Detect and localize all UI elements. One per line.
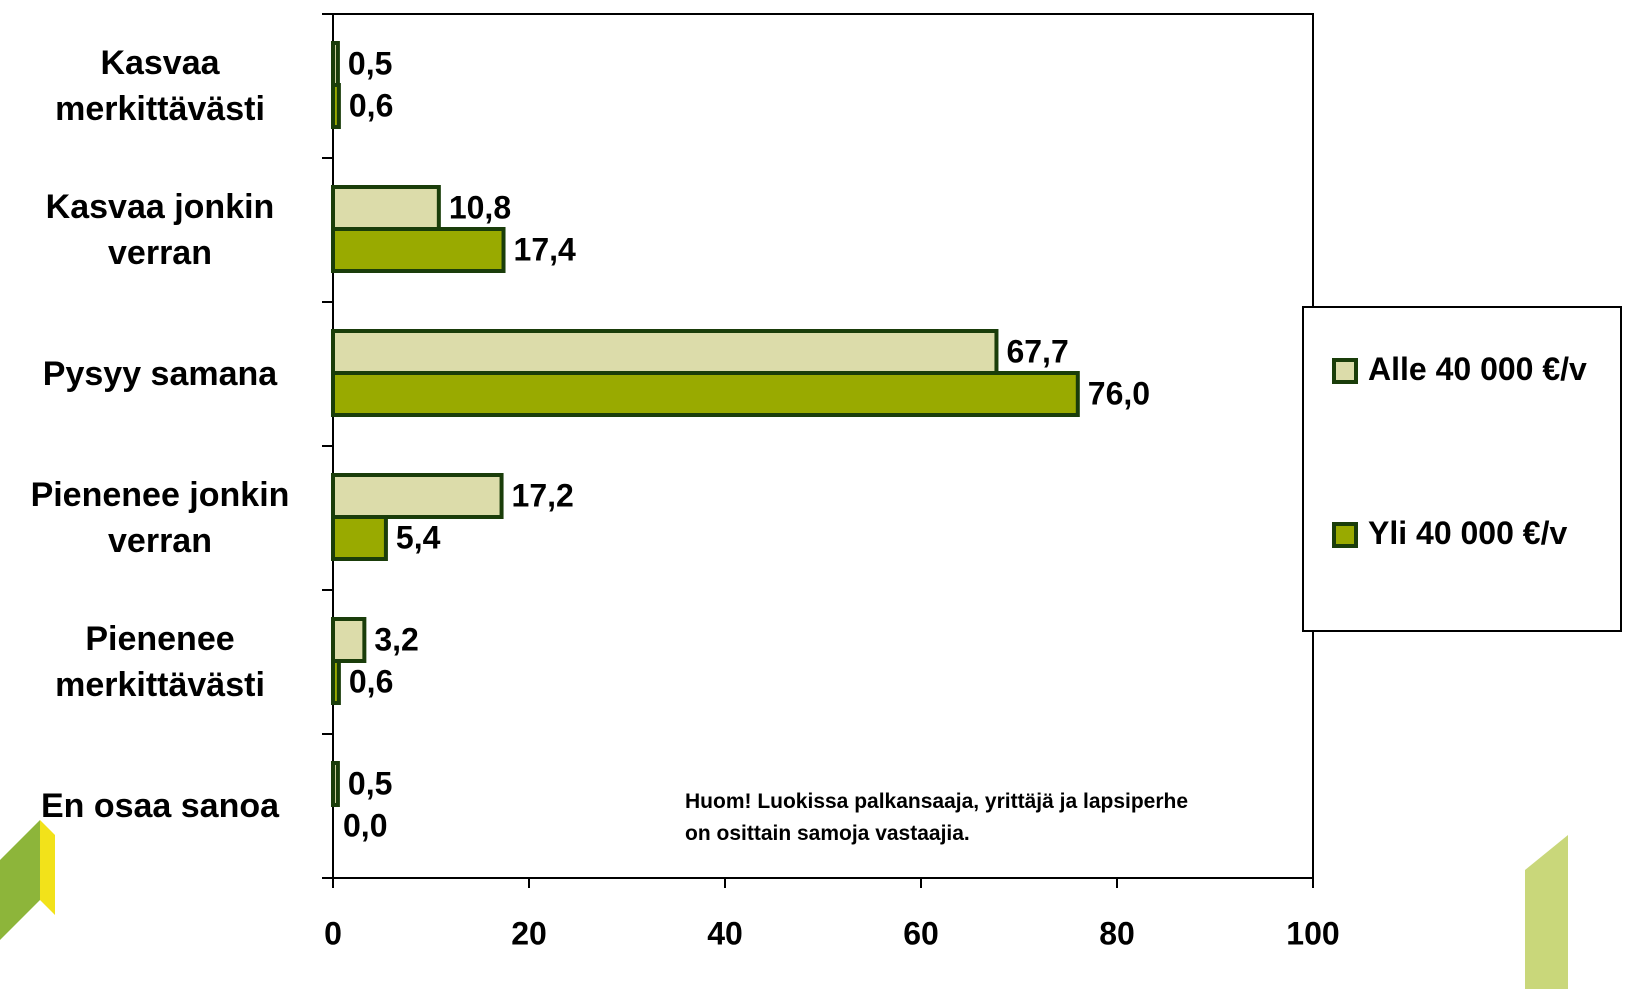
x-tick-label: 40 (707, 915, 743, 951)
value-label: 17,2 (512, 477, 574, 513)
decoration (40, 820, 55, 915)
legend-label: Alle 40 000 €/v (1368, 351, 1587, 387)
bar (333, 475, 502, 517)
value-label: 67,7 (1006, 333, 1068, 369)
x-tick-label: 60 (903, 915, 939, 951)
category-label: Kasvaa merkittävästi (10, 40, 310, 132)
value-label: 0,6 (349, 663, 393, 699)
bar (333, 661, 339, 703)
annotation: Huom! Luokissa palkansaaja, yrittäjä ja … (685, 786, 1205, 850)
x-tick-label: 0 (324, 915, 342, 951)
category-label: Kasvaa jonkin verran (10, 184, 310, 276)
value-label: 76,0 (1088, 375, 1150, 411)
value-label: 0,0 (343, 807, 387, 843)
legend-item: Yli 40 000 €/v (1330, 512, 1628, 554)
value-label: 0,6 (349, 87, 393, 123)
bar (333, 229, 504, 271)
legend: Alle 40 000 €/v Yli 40 000 €/v (1302, 306, 1622, 632)
legend-swatch (1332, 358, 1358, 384)
decoration (0, 820, 40, 940)
plot-frame (333, 14, 1313, 878)
value-label: 0,5 (348, 45, 392, 81)
category-label: En osaa sanoa (10, 783, 310, 829)
x-tick-label: 80 (1099, 915, 1135, 951)
x-tick-label: 20 (511, 915, 547, 951)
bar (333, 763, 338, 805)
bar (333, 187, 439, 229)
bar (333, 517, 386, 559)
page: 0 20 40 60 80 100 0,5 0,6 10,817,4 67,7 76,0 17,2 5,… (0, 0, 1631, 989)
legend-item: Alle 40 000 €/v (1330, 348, 1628, 390)
bar (333, 43, 338, 85)
legend-label: Yli 40 000 €/v (1368, 515, 1567, 551)
bar (333, 619, 364, 661)
bar (333, 85, 339, 127)
legend-swatch (1332, 522, 1358, 548)
category-label: Pienenee merkittävästi (10, 616, 310, 708)
value-label: 17,4 (514, 231, 576, 267)
value-label: 0,5 (348, 765, 392, 801)
value-label: 3,2 (374, 621, 418, 657)
value-label: 5,4 (396, 519, 441, 555)
category-label: Pienenee jonkin verran (10, 472, 310, 564)
bar (333, 331, 996, 373)
value-label: 10,8 (449, 189, 511, 225)
x-tick-label: 100 (1286, 915, 1339, 951)
decoration (1525, 835, 1568, 989)
bar (333, 373, 1078, 415)
category-label: Pysyy samana (10, 351, 310, 397)
